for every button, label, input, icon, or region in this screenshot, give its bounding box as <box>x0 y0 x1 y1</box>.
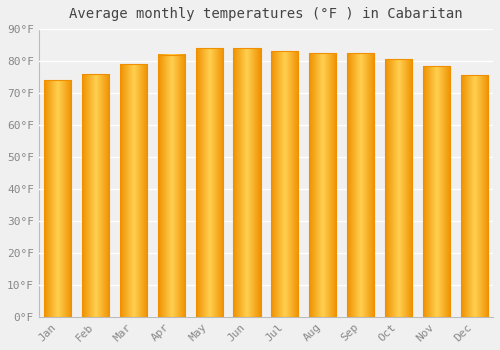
Bar <box>44 80 72 317</box>
Bar <box>385 60 412 317</box>
Bar <box>158 55 185 317</box>
Bar <box>120 64 147 317</box>
Bar <box>271 51 298 317</box>
Bar <box>196 48 223 317</box>
Bar <box>309 53 336 317</box>
Bar <box>234 48 260 317</box>
Bar <box>460 75 488 317</box>
Bar <box>422 66 450 317</box>
Title: Average monthly temperatures (°F ) in Cabaritan: Average monthly temperatures (°F ) in Ca… <box>69 7 462 21</box>
Bar <box>347 53 374 317</box>
Bar <box>82 74 109 317</box>
